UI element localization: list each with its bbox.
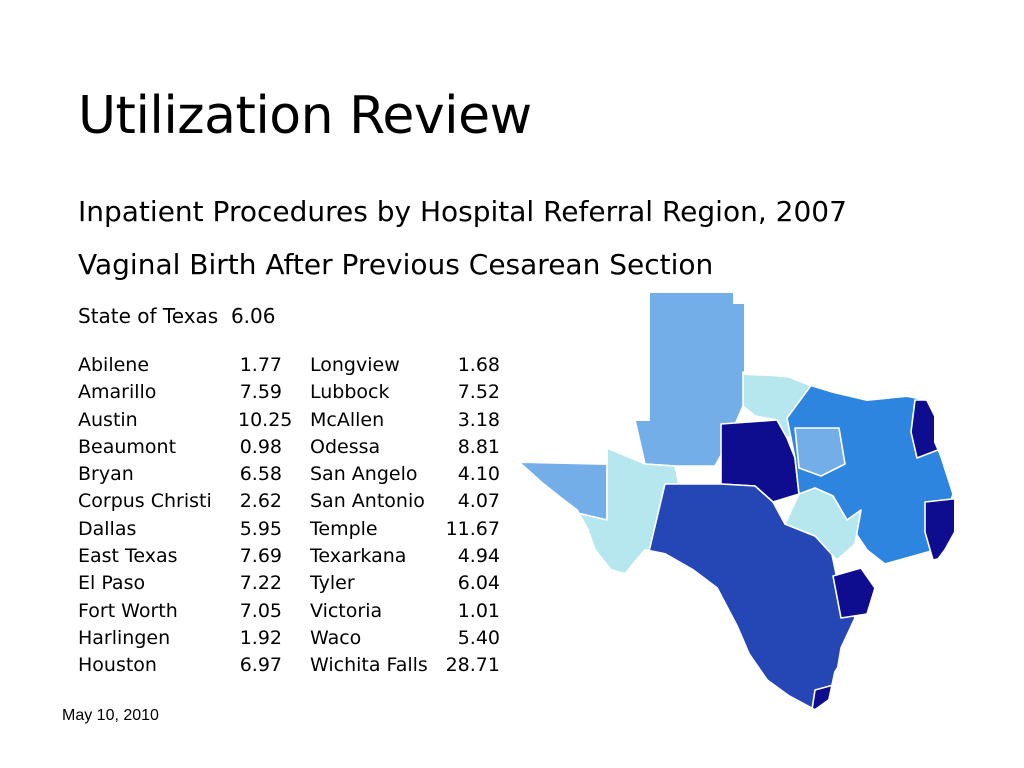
region-value: 0.98 [239, 435, 282, 458]
region-table: Abilene 1.77 Amarillo 7.59 Austin 10.25 Beaumo… [78, 352, 500, 680]
region-row: McAllen 3.18 [310, 407, 500, 434]
panhandle-notch [733, 292, 745, 304]
slide-date: May 10, 2010 [62, 707, 159, 724]
region-row: Harlingen 1.92 [78, 625, 282, 652]
region-row: Corpus Christi 2.62 [78, 488, 282, 515]
region-name: Austin [78, 408, 138, 431]
procedure-title: Vaginal Birth After Previous Cesarean Se… [78, 248, 714, 281]
region-name: Fort Worth [78, 599, 178, 622]
region-row: El Paso 7.22 [78, 570, 282, 597]
region-value: 8.81 [457, 435, 500, 458]
region-value: 2.62 [239, 490, 282, 513]
map-region-waco [794, 427, 846, 477]
region-row: Texarkana 4.94 [310, 543, 500, 570]
region-name: San Angelo [310, 463, 418, 486]
map-region-corpus-christi [810, 683, 846, 710]
region-row: Longview 1.68 [310, 352, 500, 379]
slide-title: Utilization Review [78, 86, 532, 146]
region-value: 4.94 [457, 545, 500, 568]
region-row: Houston 6.97 [78, 652, 282, 679]
region-value: 28.71 [445, 654, 500, 677]
region-name: Lubbock [310, 381, 390, 404]
state-rate: State of Texas 6.06 [78, 304, 275, 328]
region-value: 7.59 [239, 381, 282, 404]
region-name: Longview [310, 354, 400, 376]
region-value: 1.68 [457, 354, 500, 376]
region-name: Corpus Christi [78, 490, 212, 513]
region-value: 6.04 [457, 572, 500, 595]
region-name: Tyler [310, 572, 355, 595]
region-value: 3.18 [457, 408, 500, 431]
region-row: San Angelo 4.10 [310, 461, 500, 488]
texas-map [520, 291, 956, 712]
region-row: Lubbock 7.52 [310, 379, 500, 406]
region-name: Harlingen [78, 626, 171, 649]
region-row: Temple 11.67 [310, 516, 500, 543]
region-value: 7.69 [239, 545, 282, 568]
region-name: Amarillo [78, 381, 157, 404]
region-row: Dallas 5.95 [78, 516, 282, 543]
region-row: Austin 10.25 [78, 407, 293, 434]
region-row: San Antonio 4.07 [310, 488, 500, 515]
region-name: Beaumont [78, 435, 177, 458]
region-value: 11.67 [445, 517, 500, 540]
region-value: 1.92 [239, 626, 282, 649]
region-column-left: Abilene 1.77 Amarillo 7.59 Austin 10.25 Beaumo… [78, 352, 293, 680]
region-name: Bryan [78, 463, 134, 486]
region-row: Abilene 1.77 [78, 352, 282, 379]
region-row: Tyler 6.04 [310, 570, 500, 597]
region-value: 6.58 [239, 463, 282, 486]
region-name: Texarkana [310, 545, 407, 568]
region-row: Fort Worth 7.05 [78, 598, 282, 625]
region-value: 10.25 [238, 408, 293, 431]
region-row: East Texas 7.69 [78, 543, 282, 570]
map-region-temple-austin [784, 487, 862, 561]
region-value: 5.95 [239, 517, 282, 540]
region-name: Wichita Falls [310, 654, 428, 677]
region-row: Odessa 8.81 [310, 434, 500, 461]
region-name: El Paso [78, 572, 146, 595]
texas-outline [520, 291, 956, 712]
region-value: 5.40 [457, 626, 500, 649]
region-name: McAllen [310, 408, 385, 431]
region-row: Wichita Falls 28.71 [310, 652, 500, 679]
region-value: 7.22 [239, 572, 282, 595]
region-name: Houston [78, 654, 157, 677]
region-row: Amarillo 7.59 [78, 379, 282, 406]
state-label: State of Texas [78, 304, 219, 328]
slide-subtitle: Inpatient Procedures by Hospital Referra… [78, 195, 847, 228]
region-row: Waco 5.40 [310, 625, 500, 652]
region-value: 6.97 [239, 654, 282, 677]
region-name: Temple [310, 517, 378, 540]
region-name: Abilene [78, 354, 150, 376]
map-region-houston [832, 567, 876, 619]
region-row: Beaumont 0.98 [78, 434, 282, 461]
region-column-right: Longview 1.68 Lubbock 7.52 McAllen 3.18 Odessa… [310, 352, 500, 680]
region-name: Odessa [310, 435, 381, 458]
region-row: Victoria 1.01 [310, 598, 500, 625]
region-value: 1.01 [457, 599, 500, 622]
region-name: Dallas [78, 517, 137, 540]
region-name: East Texas [78, 545, 178, 568]
region-row: Bryan 6.58 [78, 461, 282, 488]
region-name: San Antonio [310, 490, 425, 513]
region-name: Waco [310, 626, 362, 649]
state-value: 6.06 [230, 304, 276, 328]
region-value: 1.77 [239, 354, 282, 376]
map-region-el-paso [521, 447, 608, 521]
region-value: 4.07 [457, 490, 500, 513]
region-value: 7.05 [239, 599, 282, 622]
region-value: 7.52 [457, 381, 500, 404]
region-name: Victoria [310, 599, 383, 622]
region-value: 4.10 [457, 463, 500, 486]
